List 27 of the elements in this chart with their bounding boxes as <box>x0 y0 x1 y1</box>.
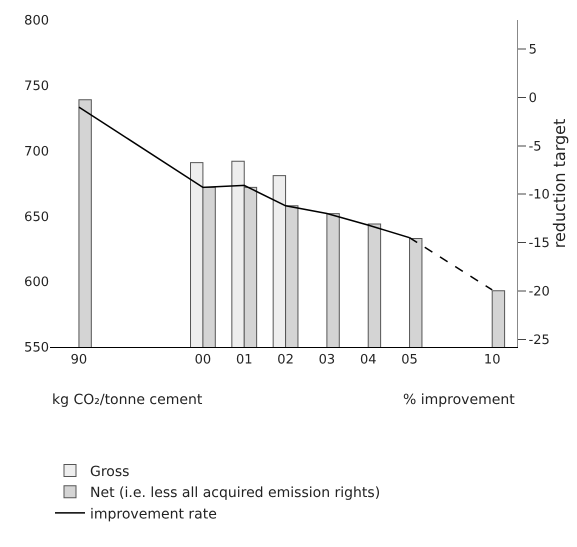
x-tick-label: 05 <box>401 352 418 368</box>
text: kg CO₂/tonne cement <box>52 392 203 408</box>
text: % improvement <box>403 392 516 408</box>
y-tick-label: 800 <box>24 14 49 29</box>
x-tick-label: 02 <box>277 352 294 368</box>
x-tick-label: 00 <box>194 352 212 368</box>
x-tick-label: 03 <box>318 352 336 368</box>
legend-label: Net (i.e. less all acquired emission rights) <box>90 485 380 502</box>
y2-tick-label: -5 <box>528 139 542 154</box>
y2-tick-label: -10 <box>528 188 550 203</box>
y2-axis-title: reduction target <box>550 118 569 248</box>
y-tick-label: 750 <box>24 78 49 94</box>
x-tick-label: 01 <box>236 352 253 368</box>
y2-tick-label: -15 <box>528 236 550 252</box>
x-tick-label: 04 <box>360 352 376 368</box>
y2-tick-label: 0 <box>528 90 537 106</box>
legend-label: Gross <box>90 464 130 480</box>
x-tick-label: 90 <box>70 352 88 368</box>
y-tick-label: 650 <box>24 210 49 225</box>
legend-label: improvement rate <box>90 506 217 522</box>
y2-tick-label: 5 <box>528 42 537 58</box>
x-tick-label: 10 <box>484 352 500 368</box>
y-tick-label: 700 <box>24 144 49 160</box>
y-tick-label: 550 <box>24 340 49 356</box>
y2-tick-label: -25 <box>528 332 550 348</box>
y2-tick-label: -20 <box>528 284 550 300</box>
y-tick-label: 600 <box>24 275 49 290</box>
